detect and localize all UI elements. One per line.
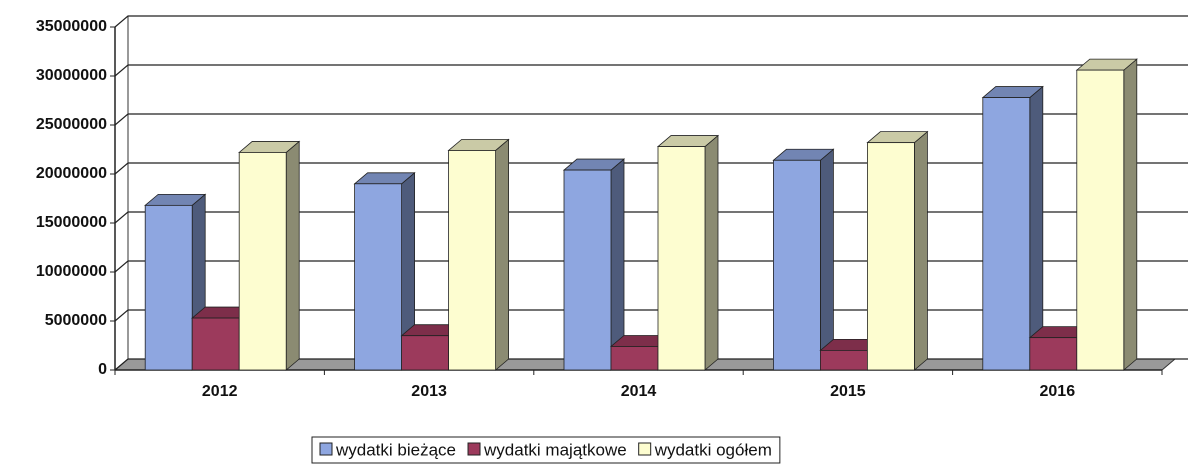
x-tick-label: 2014 <box>621 383 657 400</box>
y-tick-label: 0 <box>98 361 107 378</box>
bar <box>563 169 612 371</box>
grid-line <box>114 15 1188 28</box>
grid-line <box>114 64 1188 77</box>
bar-side <box>914 130 928 371</box>
grid-line <box>114 113 1188 126</box>
legend: wydatki bieżące wydatki majątkowe wydatki … <box>311 436 781 464</box>
bar <box>238 152 287 371</box>
bar-side <box>1029 85 1044 371</box>
bar-side <box>1123 58 1138 371</box>
bar <box>144 204 193 371</box>
y-tick-label: 35000000 <box>36 18 107 35</box>
grid-line <box>114 309 1188 322</box>
grid-line <box>114 211 1188 224</box>
bar <box>1076 69 1125 371</box>
legend-label: wydatki majątkowe <box>483 440 627 459</box>
bar <box>448 150 497 371</box>
y-tick-label: 10000000 <box>36 263 107 280</box>
legend-swatch <box>319 442 333 456</box>
x-tick-label: 2015 <box>830 383 866 400</box>
legend-label: wydatki bieżące <box>335 440 456 459</box>
y-tick-label: 20000000 <box>36 165 107 182</box>
legend-label: wydatki ogółem <box>654 440 772 459</box>
bar <box>773 159 821 371</box>
bar <box>867 142 915 371</box>
bar-side <box>495 138 510 371</box>
bar <box>657 146 706 371</box>
x-tick-label: 2016 <box>1040 383 1076 400</box>
y-tick-label: 25000000 <box>36 116 107 133</box>
bar <box>982 97 1031 371</box>
bar-side <box>820 148 834 371</box>
bar-side <box>704 134 719 371</box>
bar <box>354 183 403 371</box>
bar <box>820 349 868 371</box>
y-tick-label: 5000000 <box>45 312 107 329</box>
legend-swatch <box>467 442 481 456</box>
grid-line <box>114 162 1188 175</box>
legend-box <box>311 436 781 464</box>
x-tick-label: 2013 <box>411 383 447 400</box>
x-tick-label: 2012 <box>202 383 238 400</box>
bar-side <box>285 140 300 371</box>
grid-line <box>114 260 1188 273</box>
y-tick-label: 30000000 <box>36 67 107 84</box>
bar <box>191 317 240 371</box>
bar <box>610 346 659 371</box>
bar <box>1029 337 1078 371</box>
y-tick-label: 15000000 <box>36 214 107 231</box>
legend-swatch <box>638 442 652 456</box>
bar <box>401 335 450 371</box>
